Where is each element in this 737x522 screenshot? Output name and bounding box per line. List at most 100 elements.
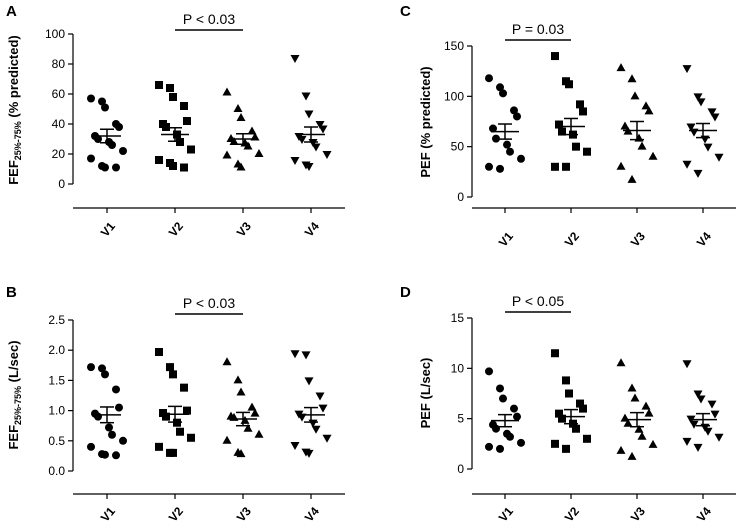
series-v2 — [155, 81, 195, 172]
data-point — [551, 349, 559, 358]
data-point — [155, 348, 163, 357]
data-point — [700, 135, 710, 144]
data-point — [513, 412, 521, 421]
data-point — [627, 451, 637, 460]
series-v2 — [551, 349, 591, 453]
y-axis-label: PEF (% predicted) — [418, 66, 433, 177]
data-point — [162, 412, 170, 421]
data-point — [98, 364, 106, 373]
x-category-label: V4 — [694, 504, 714, 522]
data-point — [623, 418, 633, 427]
data-point — [222, 435, 232, 444]
data-point — [630, 393, 640, 402]
y-tick-label: 40 — [52, 117, 66, 131]
data-point — [703, 427, 713, 436]
data-point — [572, 424, 580, 433]
data-point — [503, 140, 511, 149]
data-point — [311, 425, 321, 434]
series-v1 — [87, 363, 127, 460]
series-v1 — [485, 367, 525, 453]
series-v3 — [222, 87, 264, 171]
data-point — [693, 169, 703, 178]
data-point — [243, 423, 253, 432]
data-point — [630, 91, 640, 100]
data-point — [301, 92, 311, 101]
data-point — [290, 157, 300, 165]
y-tick-label: 100 — [444, 89, 464, 103]
data-point — [707, 400, 717, 409]
data-point — [101, 103, 109, 112]
data-point — [648, 151, 658, 160]
data-point — [155, 442, 163, 451]
x-category-label: V4 — [302, 504, 322, 522]
data-point — [641, 101, 651, 110]
data-point — [565, 80, 573, 89]
data-point — [236, 449, 246, 458]
y-tick-label: 0 — [457, 190, 464, 204]
data-point — [169, 370, 177, 379]
data-point — [558, 127, 566, 136]
data-point — [489, 124, 497, 133]
data-point — [634, 133, 644, 142]
y-tick-label: 20 — [52, 147, 66, 161]
data-point — [499, 394, 507, 403]
data-point — [485, 367, 493, 376]
panel-letter: D — [400, 284, 411, 301]
data-point — [290, 350, 300, 359]
data-point — [485, 442, 493, 451]
data-point — [318, 404, 328, 413]
series-v3 — [222, 357, 264, 458]
data-point — [517, 154, 525, 163]
data-point — [112, 163, 120, 172]
data-point — [499, 89, 507, 98]
data-point — [322, 151, 332, 159]
data-point — [155, 156, 163, 164]
data-point — [119, 436, 127, 445]
panel-letter: C — [400, 3, 411, 20]
data-point — [101, 370, 109, 379]
data-point — [562, 376, 570, 385]
data-point — [101, 450, 109, 459]
data-point — [696, 98, 706, 107]
data-point — [115, 123, 123, 131]
data-point — [94, 135, 102, 143]
data-point — [714, 433, 724, 442]
x-category-label: V4 — [302, 219, 322, 239]
data-point — [187, 433, 195, 442]
data-point — [233, 104, 243, 112]
data-point — [693, 390, 703, 399]
data-point — [222, 357, 232, 366]
data-point — [551, 162, 559, 171]
data-point — [492, 424, 500, 433]
significance-label: P = 0.03 — [512, 21, 565, 37]
data-point — [87, 363, 95, 372]
data-point — [94, 412, 102, 421]
data-point — [576, 100, 584, 109]
data-point — [583, 434, 591, 443]
x-category-label: V2 — [166, 219, 186, 239]
series-v2 — [155, 348, 195, 457]
y-tick-label: 100 — [45, 27, 65, 41]
data-point — [169, 93, 177, 101]
series-v4 — [682, 65, 724, 178]
data-point — [496, 444, 504, 453]
data-point — [87, 94, 95, 103]
data-point — [304, 163, 314, 171]
data-point — [616, 161, 626, 170]
significance-label: P < 0.03 — [183, 295, 236, 311]
data-point — [579, 404, 587, 413]
y-tick-label: 0 — [58, 177, 65, 191]
x-category-label: V4 — [694, 229, 714, 249]
data-point — [551, 52, 559, 61]
y-tick-label: 15 — [451, 311, 465, 325]
data-point — [290, 442, 300, 451]
data-point — [105, 423, 113, 432]
data-point — [682, 65, 692, 74]
data-point — [222, 87, 232, 96]
data-point — [180, 102, 188, 110]
x-category-label: V1 — [98, 504, 118, 522]
series-v4 — [682, 360, 724, 452]
series-v2 — [551, 52, 591, 171]
data-point — [247, 126, 257, 135]
data-point — [714, 153, 724, 162]
